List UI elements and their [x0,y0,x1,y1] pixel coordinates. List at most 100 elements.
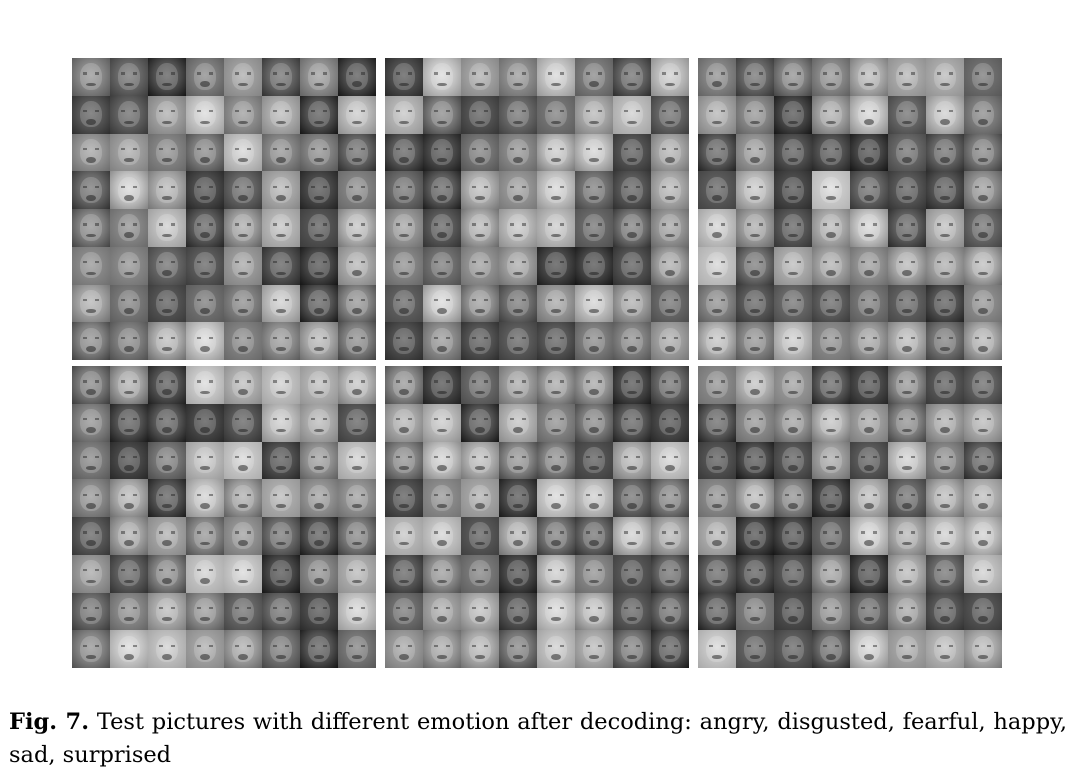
face-mouth [475,233,485,238]
face-mouth [314,196,324,200]
face-thumbnail [736,517,774,555]
face-thumbnail [300,95,338,134]
face-mouth [589,389,599,396]
face-mouth [437,232,447,239]
face-thumbnail [461,479,499,517]
face-thumbnail [385,284,423,323]
face-thumbnail [72,95,110,134]
face-mouth [238,345,248,352]
face-mouth [314,82,324,87]
face-thumbnail [262,554,300,593]
face-mouth [940,347,950,351]
face-thumbnail [651,554,689,593]
face-mouth [940,119,950,126]
face-mouth [162,653,172,660]
face-thumbnail [888,284,926,323]
face-mouth [238,579,248,584]
face-thumbnail [385,95,423,134]
face-thumbnail [812,171,850,209]
face-mouth [627,502,637,509]
face-thumbnail [850,209,888,247]
face-thumbnail [110,366,148,404]
face-thumbnail [224,209,262,247]
face-mouth [276,390,286,395]
face-thumbnail [850,630,888,668]
face-mouth [589,196,599,200]
face-thumbnail [888,246,926,285]
face-thumbnail [575,441,613,480]
face-thumbnail [338,58,376,96]
face-thumbnail [888,554,926,593]
face-mouth [200,196,210,200]
face-mouth [902,345,912,352]
face-thumbnail [338,479,376,517]
face-thumbnail [575,517,613,555]
face-thumbnail [774,517,812,555]
face-mouth [902,541,912,546]
face-thumbnail [698,517,736,555]
face-thumbnail [499,554,537,593]
face-thumbnail [338,284,376,323]
face-thumbnail [499,58,537,96]
face-thumbnail [72,133,110,172]
face-mouth [86,655,96,659]
face-mouth [437,428,447,433]
face-thumbnail [262,366,300,404]
face-thumbnail [651,517,689,555]
face-mouth [750,120,760,125]
face-mouth [238,464,248,471]
face-mouth [864,502,874,509]
face-thumbnail [385,479,423,517]
face-mouth [86,194,96,201]
face-mouth [551,347,561,351]
face-panel [385,58,689,360]
face-mouth [712,504,722,508]
face-mouth [864,307,874,314]
face-mouth [437,82,447,87]
face-mouth [200,271,210,276]
face-mouth [276,82,286,87]
face-mouth [712,428,722,433]
face-thumbnail [499,171,537,209]
face-thumbnail [262,246,300,285]
face-mouth [86,233,96,238]
face-thumbnail [926,592,964,631]
face-thumbnail [736,441,774,480]
face-mouth [589,81,599,88]
face-thumbnail [651,479,689,517]
face-thumbnail [698,209,736,247]
face-thumbnail [423,284,461,323]
face-thumbnail [537,58,575,96]
face-thumbnail [736,209,774,247]
face-mouth [352,466,362,470]
face-mouth [788,196,798,200]
face-mouth [750,196,760,200]
face-mouth [475,347,485,351]
face-thumbnail [698,58,736,96]
face-mouth [200,466,210,470]
face-mouth [399,156,409,163]
face-mouth [162,617,172,621]
face-mouth [940,196,950,200]
face-mouth [589,579,599,584]
face-thumbnail [888,479,926,517]
face-mouth [475,196,485,200]
face-thumbnail [926,366,964,404]
face-mouth [314,307,324,314]
face-thumbnail [812,366,850,404]
face-mouth [826,158,836,162]
face-thumbnail [461,630,499,668]
face-thumbnail [613,133,651,172]
face-mouth [551,428,561,433]
face-thumbnail [926,95,964,134]
face-mouth [826,82,836,87]
face-mouth [788,390,798,395]
face-thumbnail [736,246,774,285]
face-thumbnail [736,171,774,209]
face-thumbnail [698,403,736,442]
face-mouth [589,158,599,162]
face-mouth [513,655,523,659]
face-thumbnail [300,479,338,517]
face-thumbnail [537,403,575,442]
face-thumbnail [262,209,300,247]
